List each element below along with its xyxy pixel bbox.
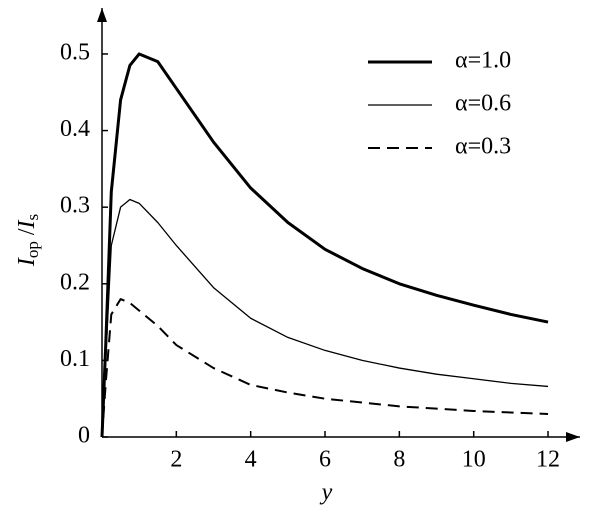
y-tick-label: 0.4 bbox=[60, 116, 90, 142]
y-tick-label: 0.5 bbox=[60, 39, 90, 65]
series-line bbox=[101, 298, 549, 438]
y-tick-label: 0.1 bbox=[60, 346, 90, 372]
y-tick-label: 0 bbox=[78, 423, 90, 449]
y-label-part: I bbox=[14, 257, 40, 267]
x-tick-label: 2 bbox=[170, 447, 182, 473]
y-label-part: op bbox=[23, 241, 42, 258]
y-label-part: s bbox=[23, 214, 42, 221]
series-line bbox=[101, 198, 549, 438]
y-tick-label: 0.2 bbox=[60, 269, 90, 295]
x-axis-label: y bbox=[320, 480, 333, 506]
y-tick-label: 0.3 bbox=[60, 193, 90, 219]
x-tick-label: 12 bbox=[536, 447, 560, 473]
x-tick-label: 10 bbox=[462, 447, 486, 473]
x-tick-label: 6 bbox=[319, 447, 331, 473]
x-axis-arrow bbox=[566, 432, 580, 442]
y-axis-label: Iop /Is bbox=[14, 214, 42, 267]
legend-label: α=0.6 bbox=[455, 91, 511, 117]
legend-label: α=1.0 bbox=[455, 48, 511, 74]
x-tick-label: 4 bbox=[245, 447, 257, 473]
y-label-part: I bbox=[14, 219, 40, 229]
x-tick-label: 8 bbox=[393, 447, 405, 473]
y-label-part: / bbox=[14, 228, 40, 241]
y-axis-arrow bbox=[97, 8, 107, 22]
legend-label: α=0.3 bbox=[455, 134, 511, 160]
series-line bbox=[100, 52, 549, 438]
